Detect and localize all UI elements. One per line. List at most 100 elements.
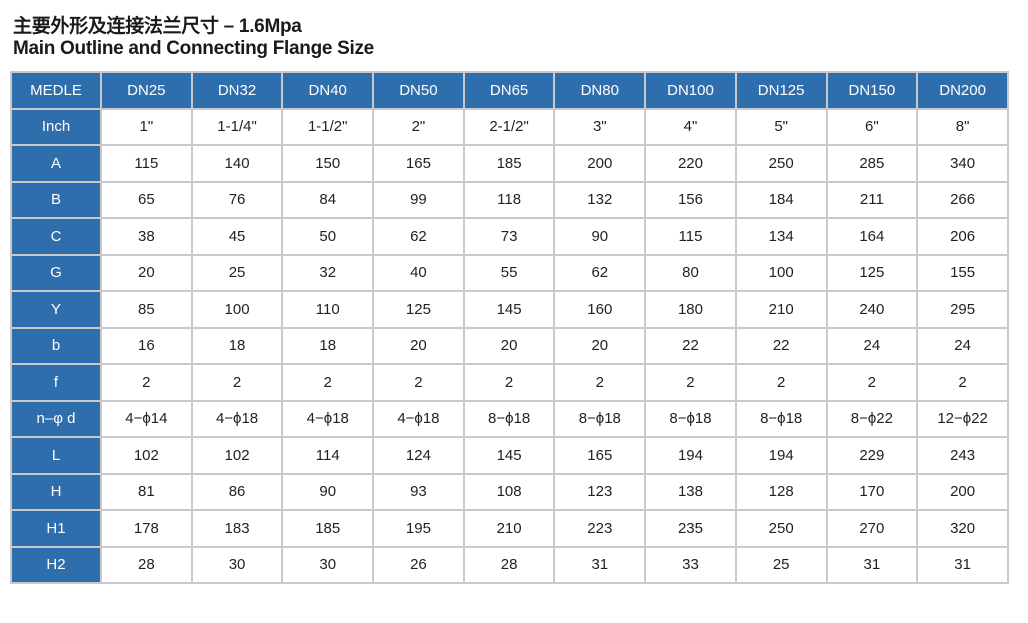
- table-cell: 1": [100, 107, 193, 146]
- table-cell: 20: [372, 326, 465, 365]
- table-cell: 156: [644, 180, 737, 219]
- table-cell: 8−ϕ18: [734, 399, 828, 438]
- table-cell: 115: [100, 144, 193, 183]
- table-cell: 102: [190, 436, 284, 475]
- table-cell: 4": [644, 107, 737, 146]
- table-row: A 115 140 150 165 185 200 220 250 285 340: [10, 144, 1009, 183]
- table-cell: 165: [372, 144, 465, 183]
- table-cell: 22: [644, 326, 737, 365]
- table-cell: 90: [553, 217, 647, 256]
- table-cell: 128: [734, 472, 828, 511]
- row-label: Y: [10, 290, 102, 329]
- table-cell: 185: [462, 144, 556, 183]
- table-cell: 30: [281, 545, 375, 584]
- table-cell: 62: [553, 253, 647, 292]
- table-cell: 2: [190, 363, 284, 402]
- table-cell: 62: [372, 217, 465, 256]
- table-cell: 38: [100, 217, 193, 256]
- table-cell: 12−ϕ22: [916, 399, 1009, 438]
- table-cell: 194: [644, 436, 737, 475]
- table-row: b 16 18 18 20 20 20 22 22 24 24: [10, 326, 1009, 365]
- header-cell-dn125: DN125: [734, 71, 828, 110]
- table-row: G 20 25 32 40 55 62 80 100 125 155: [10, 253, 1009, 292]
- table-cell: 20: [100, 253, 193, 292]
- table-cell: 2": [372, 107, 465, 146]
- table-cell: 81: [100, 472, 193, 511]
- table-cell: 235: [644, 509, 737, 548]
- page-title: 主要外形及连接法兰尺寸 – 1.6Mpa Main Outline and Co…: [13, 16, 374, 60]
- table-cell: 2: [644, 363, 737, 402]
- table-cell: 138: [644, 472, 737, 511]
- header-cell-dn40: DN40: [281, 71, 375, 110]
- row-label: H: [10, 472, 102, 511]
- table-cell: 4−ϕ18: [190, 399, 284, 438]
- header-cell-model: MEDLE: [10, 71, 102, 110]
- table-cell: 134: [734, 217, 828, 256]
- table-cell: 4−ϕ14: [100, 399, 193, 438]
- table-cell: 100: [734, 253, 828, 292]
- table-cell: 31: [553, 545, 647, 584]
- table-cell: 8−ϕ18: [644, 399, 737, 438]
- table-cell: 28: [462, 545, 556, 584]
- table-cell: 4−ϕ18: [372, 399, 465, 438]
- table-cell: 132: [553, 180, 647, 219]
- table-cell: 4−ϕ18: [281, 399, 375, 438]
- table-cell: 340: [916, 144, 1009, 183]
- table-cell: 2: [825, 363, 919, 402]
- table-cell: 164: [825, 217, 919, 256]
- table-cell: 155: [916, 253, 1009, 292]
- header-cell-dn80: DN80: [553, 71, 647, 110]
- table-cell: 211: [825, 180, 919, 219]
- table-cell: 99: [372, 180, 465, 219]
- table-cell: 165: [553, 436, 647, 475]
- table-cell: 145: [462, 290, 556, 329]
- row-label: H1: [10, 509, 102, 548]
- table-cell: 26: [372, 545, 465, 584]
- table-cell: 180: [644, 290, 737, 329]
- table-cell: 195: [372, 509, 465, 548]
- row-label: B: [10, 180, 102, 219]
- table-cell: 86: [190, 472, 284, 511]
- table-cell: 108: [462, 472, 556, 511]
- table-cell: 25: [190, 253, 284, 292]
- table-cell: 2: [916, 363, 1009, 402]
- table-cell: 25: [734, 545, 828, 584]
- table-cell: 8": [916, 107, 1009, 146]
- table-cell: 76: [190, 180, 284, 219]
- table-cell: 200: [553, 144, 647, 183]
- table-cell: 84: [281, 180, 375, 219]
- table-cell: 20: [462, 326, 556, 365]
- table-cell: 243: [916, 436, 1009, 475]
- header-cell-dn25: DN25: [100, 71, 193, 110]
- table-cell: 229: [825, 436, 919, 475]
- table-cell: 2: [100, 363, 193, 402]
- row-label: G: [10, 253, 102, 292]
- row-label: b: [10, 326, 102, 365]
- table-cell: 178: [100, 509, 193, 548]
- table-cell: 32: [281, 253, 375, 292]
- table-row: B 65 76 84 99 118 132 156 184 211 266: [10, 180, 1009, 219]
- table-cell: 1-1/4": [190, 107, 284, 146]
- table-cell: 124: [372, 436, 465, 475]
- table-cell: 240: [825, 290, 919, 329]
- table-cell: 125: [825, 253, 919, 292]
- table-cell: 118: [462, 180, 556, 219]
- table-row: H 81 86 90 93 108 123 138 128 170 200: [10, 472, 1009, 511]
- table-cell: 8−ϕ18: [553, 399, 647, 438]
- header-cell-dn100: DN100: [644, 71, 737, 110]
- header-row: MEDLE DN25 DN32 DN40 DN50 DN65 DN80 DN100 DN125 D…: [10, 71, 1009, 110]
- table-cell: 73: [462, 217, 556, 256]
- table-cell: 5": [734, 107, 828, 146]
- table-cell: 50: [281, 217, 375, 256]
- table-cell: 295: [916, 290, 1009, 329]
- table-cell: 85: [100, 290, 193, 329]
- table-cell: 114: [281, 436, 375, 475]
- table-cell: 2: [553, 363, 647, 402]
- table-cell: 22: [734, 326, 828, 365]
- flange-size-table: MEDLE DN25 DN32 DN40 DN50 DN65 DN80 DN100 DN125 D…: [10, 71, 1009, 584]
- row-label: C: [10, 217, 102, 256]
- table-cell: 184: [734, 180, 828, 219]
- table-cell: 20: [553, 326, 647, 365]
- table-cell: 31: [916, 545, 1009, 584]
